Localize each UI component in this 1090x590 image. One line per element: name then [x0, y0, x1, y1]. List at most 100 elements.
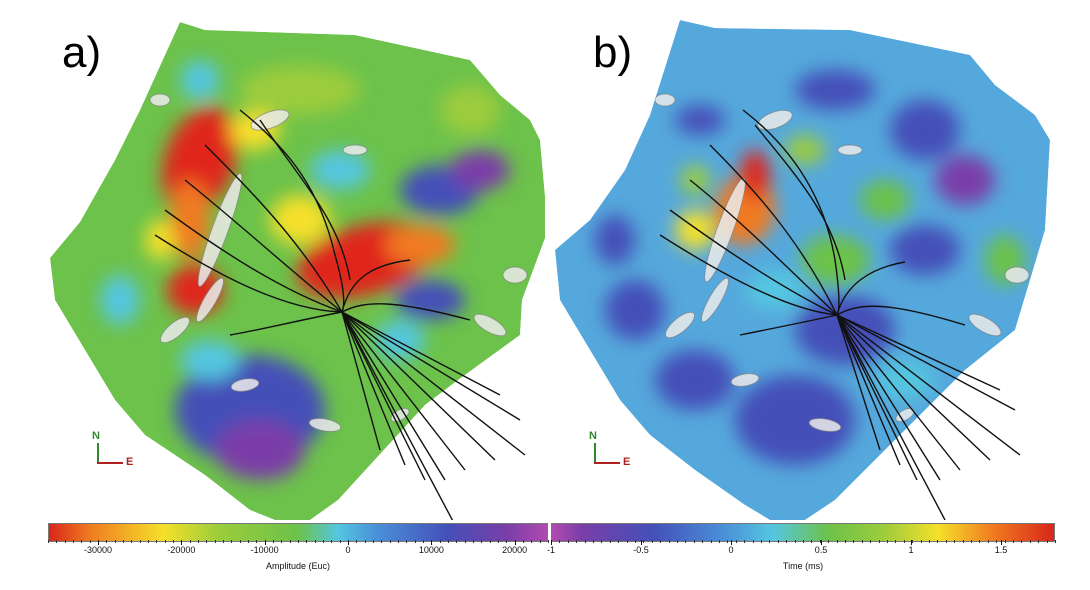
colorbar-major-tick: [264, 540, 266, 545]
north-axis: [594, 443, 596, 463]
colorbar-minor-tick: [962, 540, 964, 543]
colorbar-minor-tick: [1029, 540, 1031, 543]
colorbar-minor-tick: [1038, 540, 1040, 543]
colorbar-minor-tick: [173, 540, 174, 543]
colorbar-tick-label: 0: [345, 545, 351, 555]
colorbar-minor-tick: [406, 540, 408, 543]
colorbar-minor-tick: [306, 540, 308, 543]
colorbar-minor-tick: [223, 540, 224, 543]
colorbar-minor-tick: [702, 540, 704, 543]
colorbar-minor-tick: [73, 540, 74, 543]
colorbar-minor-tick: [685, 540, 687, 543]
colorbar-minor-tick: [996, 540, 998, 543]
colorbar-minor-tick: [123, 540, 124, 543]
colorbar-minor-tick: [523, 540, 524, 543]
colorbar-minor-tick: [248, 540, 249, 543]
colorbar-tick-label: -20000: [167, 545, 196, 555]
colorbar-minor-tick: [506, 540, 508, 543]
colorbar-minor-tick: [1055, 540, 1056, 543]
colorbar-minor-tick: [323, 540, 324, 543]
colorbar-minor-tick: [643, 540, 645, 543]
well-trajectories: [154, 109, 526, 520]
colorbar-a: -30000 -20000 -10000 0 10000 20000 Amplitude …: [48, 523, 549, 583]
colorbar-minor-tick: [1021, 540, 1023, 543]
colorbar-major-tick: [911, 540, 912, 545]
colorbar-minor-tick: [164, 540, 166, 543]
colorbar-minor-tick: [548, 540, 549, 543]
colorbar-tick-label: 1.5: [994, 545, 1008, 555]
colorbar-ticks: [48, 540, 549, 545]
colorbar-minor-tick: [584, 540, 586, 543]
colorbar-minor-tick: [48, 540, 49, 543]
colorbar-minor-tick: [398, 540, 399, 543]
colorbar-minor-tick: [887, 540, 888, 543]
colorbar-minor-tick: [693, 540, 695, 543]
colorbar-minor-tick: [381, 540, 383, 543]
colorbar-minor-tick: [489, 540, 491, 543]
compass-north-label: N: [92, 430, 100, 442]
compass-east-label: E: [623, 456, 631, 468]
compass-a: N E: [90, 430, 150, 480]
colorbar-tick-label: 1: [908, 545, 914, 555]
colorbar-minor-tick: [769, 540, 771, 543]
colorbar-minor-tick: [239, 540, 241, 543]
attribute-blobs: [100, 60, 510, 480]
colorbar-minor-tick: [803, 540, 804, 543]
colorbar-tick-labels: -30000 -20000 -10000 0 10000 20000: [48, 545, 548, 559]
colorbar-minor-tick: [945, 540, 947, 543]
colorbar-minor-tick: [836, 540, 838, 543]
colorbar-minor-tick: [895, 540, 897, 543]
colorbar-minor-tick: [668, 540, 670, 543]
colorbar-minor-tick: [609, 540, 611, 543]
colorbar-minor-tick: [56, 540, 58, 543]
colorbar-minor-tick: [559, 540, 561, 543]
colorbar-minor-tick: [273, 540, 274, 543]
colorbar-minor-tick: [473, 540, 474, 543]
colorbar-minor-tick: [677, 540, 678, 543]
colorbar-minor-tick: [761, 540, 762, 543]
colorbar-minor-tick: [1046, 540, 1048, 543]
colorbar-minor-tick: [735, 540, 737, 543]
colorbar-tick-label: 0.5: [814, 545, 828, 555]
colorbar-minor-tick: [481, 540, 483, 543]
colorbar-minor-tick: [903, 540, 905, 543]
colorbar-major-tick: [98, 540, 99, 545]
colorbar-minor-tick: [786, 540, 788, 543]
colorbar-minor-tick: [719, 540, 720, 543]
colorbar-minor-tick: [626, 540, 628, 543]
colorbar-minor-tick: [64, 540, 66, 543]
fault-streaks: [654, 93, 1030, 433]
colorbar-minor-tick: [356, 540, 358, 543]
colorbar-minor-tick: [635, 540, 636, 543]
colorbar-minor-tick: [954, 540, 956, 543]
colorbar-minor-tick: [979, 540, 981, 543]
compass-east-label: E: [126, 456, 134, 468]
colorbar-minor-tick: [281, 540, 283, 543]
colorbar-minor-tick: [198, 540, 199, 543]
colorbar-minor-tick: [819, 540, 821, 543]
colorbar-minor-tick: [744, 540, 746, 543]
colorbar-minor-tick: [114, 540, 116, 543]
colorbar-minor-tick: [414, 540, 416, 543]
fault-streaks: [149, 93, 528, 433]
panel-label-a: a): [62, 28, 102, 77]
colorbar-minor-tick: [189, 540, 191, 543]
colorbar-minor-tick: [373, 540, 374, 543]
colorbar-minor-tick: [498, 540, 499, 543]
colorbar-minor-tick: [89, 540, 91, 543]
colorbar-minor-tick: [794, 540, 796, 543]
colorbar-minor-tick: [81, 540, 83, 543]
colorbar-minor-tick: [601, 540, 603, 543]
colorbar-minor-tick: [727, 540, 729, 543]
colorbar-minor-tick: [331, 540, 333, 543]
colorbar-minor-tick: [1004, 540, 1006, 543]
colorbar-minor-tick: [298, 540, 299, 543]
colorbar-tick-label: -30000: [83, 545, 113, 555]
colorbar-minor-tick: [364, 540, 366, 543]
colorbar-minor-tick: [651, 540, 653, 543]
colorbar-minor-tick: [987, 540, 989, 543]
panel-a: a) N E -30000 -20000 -10000 0 10000 20000 Amp…: [48, 22, 549, 583]
colorbar-major-tick: [551, 540, 552, 545]
colorbar-tick-label: 0: [728, 545, 734, 555]
panel-b: b) N E -1 -0.5 0 0.5 1 1.5 Time (ms): [545, 0, 1090, 590]
